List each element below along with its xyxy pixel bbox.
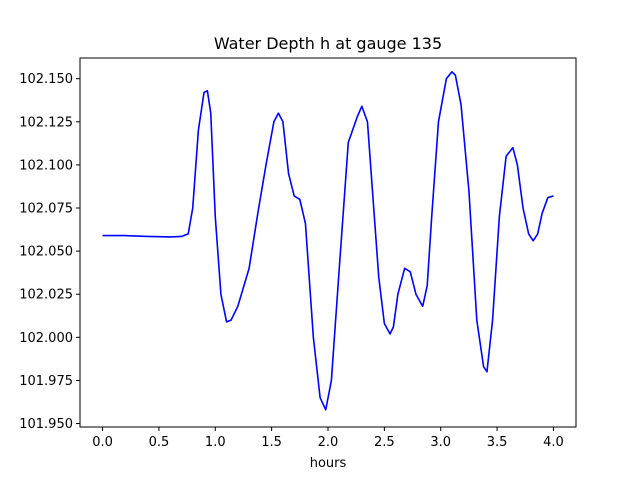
x-tick-label: 1.5: [261, 435, 282, 450]
x-tick-label: 2.0: [318, 435, 339, 450]
y-tick-label: 102.125: [19, 115, 73, 130]
axes-frame: [79, 57, 577, 428]
y-axis: 101.950 101.975 102.000 102.025 102.050 102.0…: [19, 72, 80, 432]
x-tick-label: 3.0: [430, 435, 451, 450]
x-tick-label: 3.5: [487, 435, 508, 450]
chart-title: Water Depth h at gauge 135: [214, 34, 442, 53]
y-tick-label: 102.150: [19, 72, 73, 87]
y-tick-label: 101.950: [19, 417, 73, 432]
x-axis: 0.0 0.5 1.0 1.5 2.0 2.5 3.0 3.5 4.0: [92, 427, 564, 450]
x-tick-label: 0.0: [92, 435, 113, 450]
x-tick-label: 1.0: [205, 435, 226, 450]
x-tick-label: 0.5: [149, 435, 170, 450]
y-tick-label: 102.050: [19, 245, 73, 260]
y-tick-label: 102.075: [19, 202, 73, 217]
y-tick-label: 102.025: [19, 288, 73, 303]
y-tick-label: 102.000: [19, 331, 73, 346]
series-line-water-depth: [102, 70, 554, 411]
x-axis-label: hours: [310, 456, 347, 471]
x-tick-label: 4.0: [543, 435, 564, 450]
plot-area: 0.0 0.5 1.0 1.5 2.0 2.5 3.0 3.5 4.0 101.950101.9…: [19, 57, 577, 450]
y-tick-label: 101.975: [19, 374, 73, 389]
x-tick-label: 2.5: [374, 435, 395, 450]
y-tick-label: 102.100: [19, 158, 73, 173]
